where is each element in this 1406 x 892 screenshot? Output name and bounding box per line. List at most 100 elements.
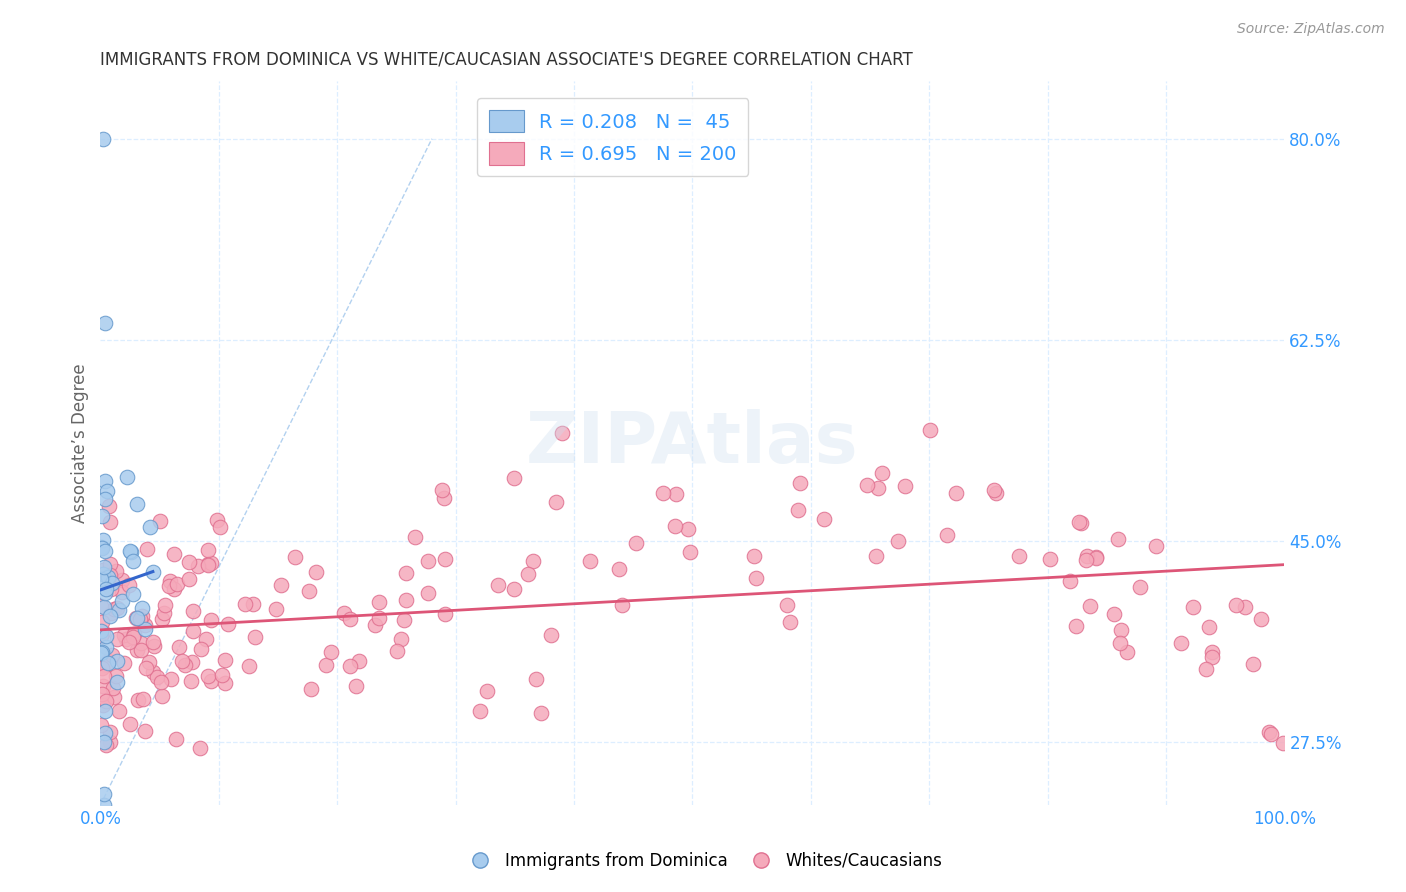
Point [111,585,134,599]
Point [150,612,173,626]
Point [887,533,910,548]
Point [98,735,121,749]
Point [315,657,337,672]
Point [503,582,526,596]
Point [90,541,112,555]
Point [209,520,232,534]
Point [197,543,219,558]
Point [90,629,112,643]
Point [93,787,115,801]
Point [245,630,267,644]
Point [94,705,117,719]
Point [90,624,112,638]
Point [786,503,808,517]
Point [90,572,112,586]
Point [1250,612,1272,626]
Point [385,644,408,658]
Point [94,474,117,488]
Point [105,632,128,646]
Point [155,598,177,612]
Point [530,706,553,720]
Point [91,563,114,577]
Point [321,645,343,659]
Point [868,481,890,495]
Point [1064,618,1087,632]
Point [100,607,122,621]
Point [149,514,172,528]
Point [91,698,114,713]
Point [305,565,328,579]
Point [159,574,181,588]
Point [122,554,145,568]
Point [1198,620,1220,634]
Point [624,536,647,550]
Point [100,582,122,597]
Point [744,571,766,585]
Point [104,564,127,578]
Point [103,602,125,616]
Point [142,566,165,580]
Point [90,661,112,675]
Point [1260,727,1282,741]
Point [91,615,114,630]
Point [392,613,415,627]
Point [97,654,120,668]
Point [129,643,152,657]
Point [517,566,540,581]
Point [94,726,117,740]
Point [217,617,239,632]
Point [111,573,134,587]
Point [183,624,205,639]
Point [181,655,204,669]
Point [1258,724,1281,739]
Point [742,549,765,563]
Point [93,668,115,682]
Point [159,672,181,686]
Point [332,607,354,621]
Point [779,615,801,629]
Point [163,582,186,596]
Point [117,577,139,591]
Point [364,617,387,632]
Point [678,544,700,558]
Point [118,543,141,558]
Text: ZIPAtlas: ZIPAtlas [526,409,859,478]
Point [127,611,149,625]
Point [131,601,153,615]
Point [200,674,222,689]
Point [188,740,211,755]
Point [94,491,117,506]
Point [1195,662,1218,676]
Point [93,559,115,574]
Point [1102,607,1125,622]
Point [94,629,117,643]
Point [299,681,322,696]
Point [1234,600,1257,615]
Point [416,586,439,600]
Point [945,486,967,500]
Point [238,658,260,673]
Point [503,470,526,484]
Point [91,645,114,659]
Point [174,658,197,673]
Point [94,640,117,654]
Point [142,640,165,654]
Point [197,669,219,683]
Point [93,798,115,813]
Point [108,704,131,718]
Point [111,594,134,608]
Point [98,500,121,514]
Point [983,483,1005,498]
Point [91,679,114,693]
Point [540,628,562,642]
Point [94,657,117,672]
Point [112,656,135,670]
Point [433,607,456,621]
Point [105,600,128,615]
Point [395,593,418,607]
Point [395,566,418,580]
Point [1076,552,1098,566]
Point [1170,636,1192,650]
Point [211,667,233,681]
Point [91,567,114,582]
